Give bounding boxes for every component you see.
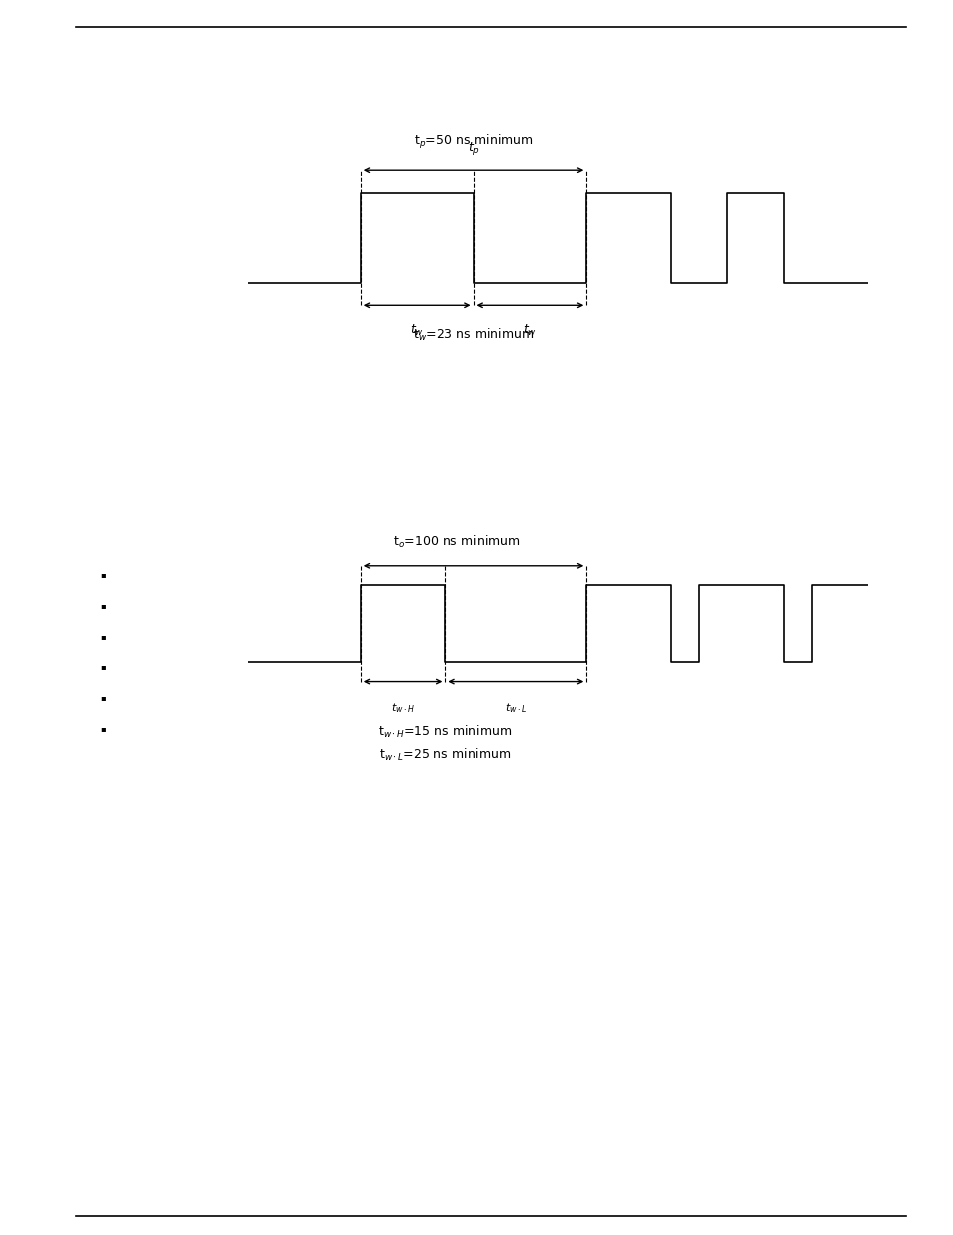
Text: $t_w$: $t_w$ (410, 324, 424, 338)
Text: t$_{w\cdot H}$=15 ns minimum: t$_{w\cdot H}$=15 ns minimum (377, 724, 512, 740)
Text: t$_w$=23 ns minimum: t$_w$=23 ns minimum (413, 326, 534, 342)
Text: $t_w$: $t_w$ (522, 324, 537, 338)
Text: ▪: ▪ (100, 662, 106, 672)
Text: ▪: ▪ (100, 693, 106, 703)
Text: t$_o$=100 ns minimum: t$_o$=100 ns minimum (393, 534, 520, 550)
Text: $t_{w\cdot L}$: $t_{w\cdot L}$ (504, 701, 526, 715)
Text: ▪: ▪ (100, 724, 106, 734)
Text: $t_{w\cdot H}$: $t_{w\cdot H}$ (391, 701, 415, 715)
Text: ▪: ▪ (100, 600, 106, 610)
Text: $t_p$: $t_p$ (467, 140, 479, 157)
Text: ▪: ▪ (100, 569, 106, 579)
Text: t$_p$=50 ns minimum: t$_p$=50 ns minimum (414, 132, 533, 151)
Text: t$_{w\cdot L}$=25 ns minimum: t$_{w\cdot L}$=25 ns minimum (378, 747, 511, 763)
Text: ▪: ▪ (100, 631, 106, 641)
